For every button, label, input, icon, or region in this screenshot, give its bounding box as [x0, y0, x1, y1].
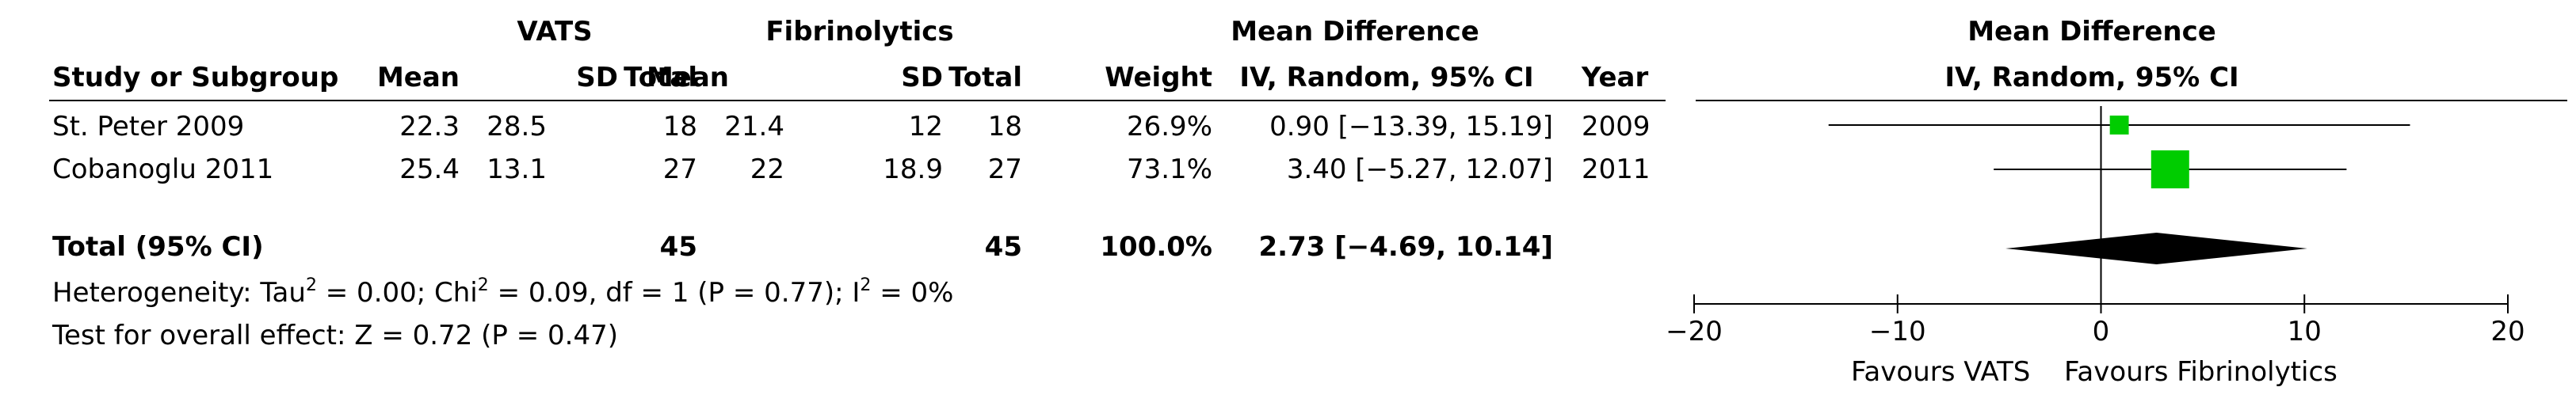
plot-ci-method-header: IV, Random, 95% CI: [1944, 62, 2239, 93]
vats-total: 27: [662, 154, 697, 185]
study-year: 2011: [1582, 154, 1651, 185]
study-ci: 3.40 [−5.27, 12.07]: [1286, 154, 1553, 185]
fib-sd-header: SD: [901, 62, 943, 93]
study-name: St. Peter 2009: [52, 111, 245, 142]
x-tick-label: 0: [2093, 316, 2110, 347]
effect-marker: [2150, 150, 2189, 188]
total-ci: 2.73 [−4.69, 10.14]: [1258, 231, 1553, 263]
study-column-header: Study or Subgroup: [52, 62, 339, 93]
heterogeneity-text: Heterogeneity: Tau2 = 0.00; Chi2 = 0.09,…: [52, 275, 954, 309]
effect-marker: [2109, 116, 2129, 135]
vats-mean: 25.4: [399, 154, 460, 185]
x-tick-label: −20: [1666, 316, 1723, 347]
header-rule-left: [49, 100, 1666, 101]
vats-group-header: VATS: [517, 16, 593, 47]
vats-sd: 13.1: [487, 154, 547, 185]
overall-effect-text: Test for overall effect: Z = 0.72 (P = 0…: [52, 320, 618, 351]
plot-mean-difference-header: Mean Difference: [1967, 16, 2216, 47]
x-tick-label: 20: [2490, 316, 2524, 347]
vats-mean: 22.3: [399, 111, 460, 142]
vats-sd: 28.5: [487, 111, 547, 142]
header-rule-right: [1696, 100, 2567, 101]
favours-left-label: Favours VATS: [1851, 356, 2031, 388]
study-name: Cobanoglu 2011: [52, 154, 274, 185]
year-header: Year: [1582, 62, 1649, 93]
fib-mean: 22: [750, 154, 784, 185]
x-tick-label: −10: [1869, 316, 1926, 347]
vats-sd-header: SD: [576, 62, 618, 93]
vats-total: 18: [662, 111, 697, 142]
fib-total-header: Total: [948, 62, 1022, 93]
fib-sd: 18.9: [883, 154, 943, 185]
total-weight: 100.0%: [1100, 231, 1212, 263]
study-ci: 0.90 [−13.39, 15.19]: [1269, 111, 1553, 142]
fibrinolytics-group-header: Fibrinolytics: [765, 16, 954, 47]
fib-sd: 12: [908, 111, 943, 142]
ci-method-header: IV, Random, 95% CI: [1239, 62, 1534, 93]
weight-header: Weight: [1105, 62, 1212, 93]
x-tick-label: 10: [2288, 316, 2322, 347]
total-label: Total (95% CI): [52, 231, 264, 263]
study-weight: 73.1%: [1126, 154, 1212, 185]
total-vats-n: 45: [659, 231, 697, 263]
fib-mean: 21.4: [724, 111, 784, 142]
study-weight: 26.9%: [1126, 111, 1212, 142]
total-fib-n: 45: [984, 231, 1022, 263]
fib-total: 27: [987, 154, 1022, 185]
favours-right-label: Favours Fibrinolytics: [2064, 356, 2337, 388]
fib-total: 18: [987, 111, 1022, 142]
fib-mean-header: Mean: [646, 62, 729, 93]
vats-mean-header: Mean: [376, 62, 460, 93]
vats-total-header: Total: [624, 62, 697, 93]
study-year: 2009: [1582, 111, 1651, 142]
pooled-diamond: [2005, 233, 2307, 264]
mean-difference-header: Mean Difference: [1231, 16, 1479, 47]
